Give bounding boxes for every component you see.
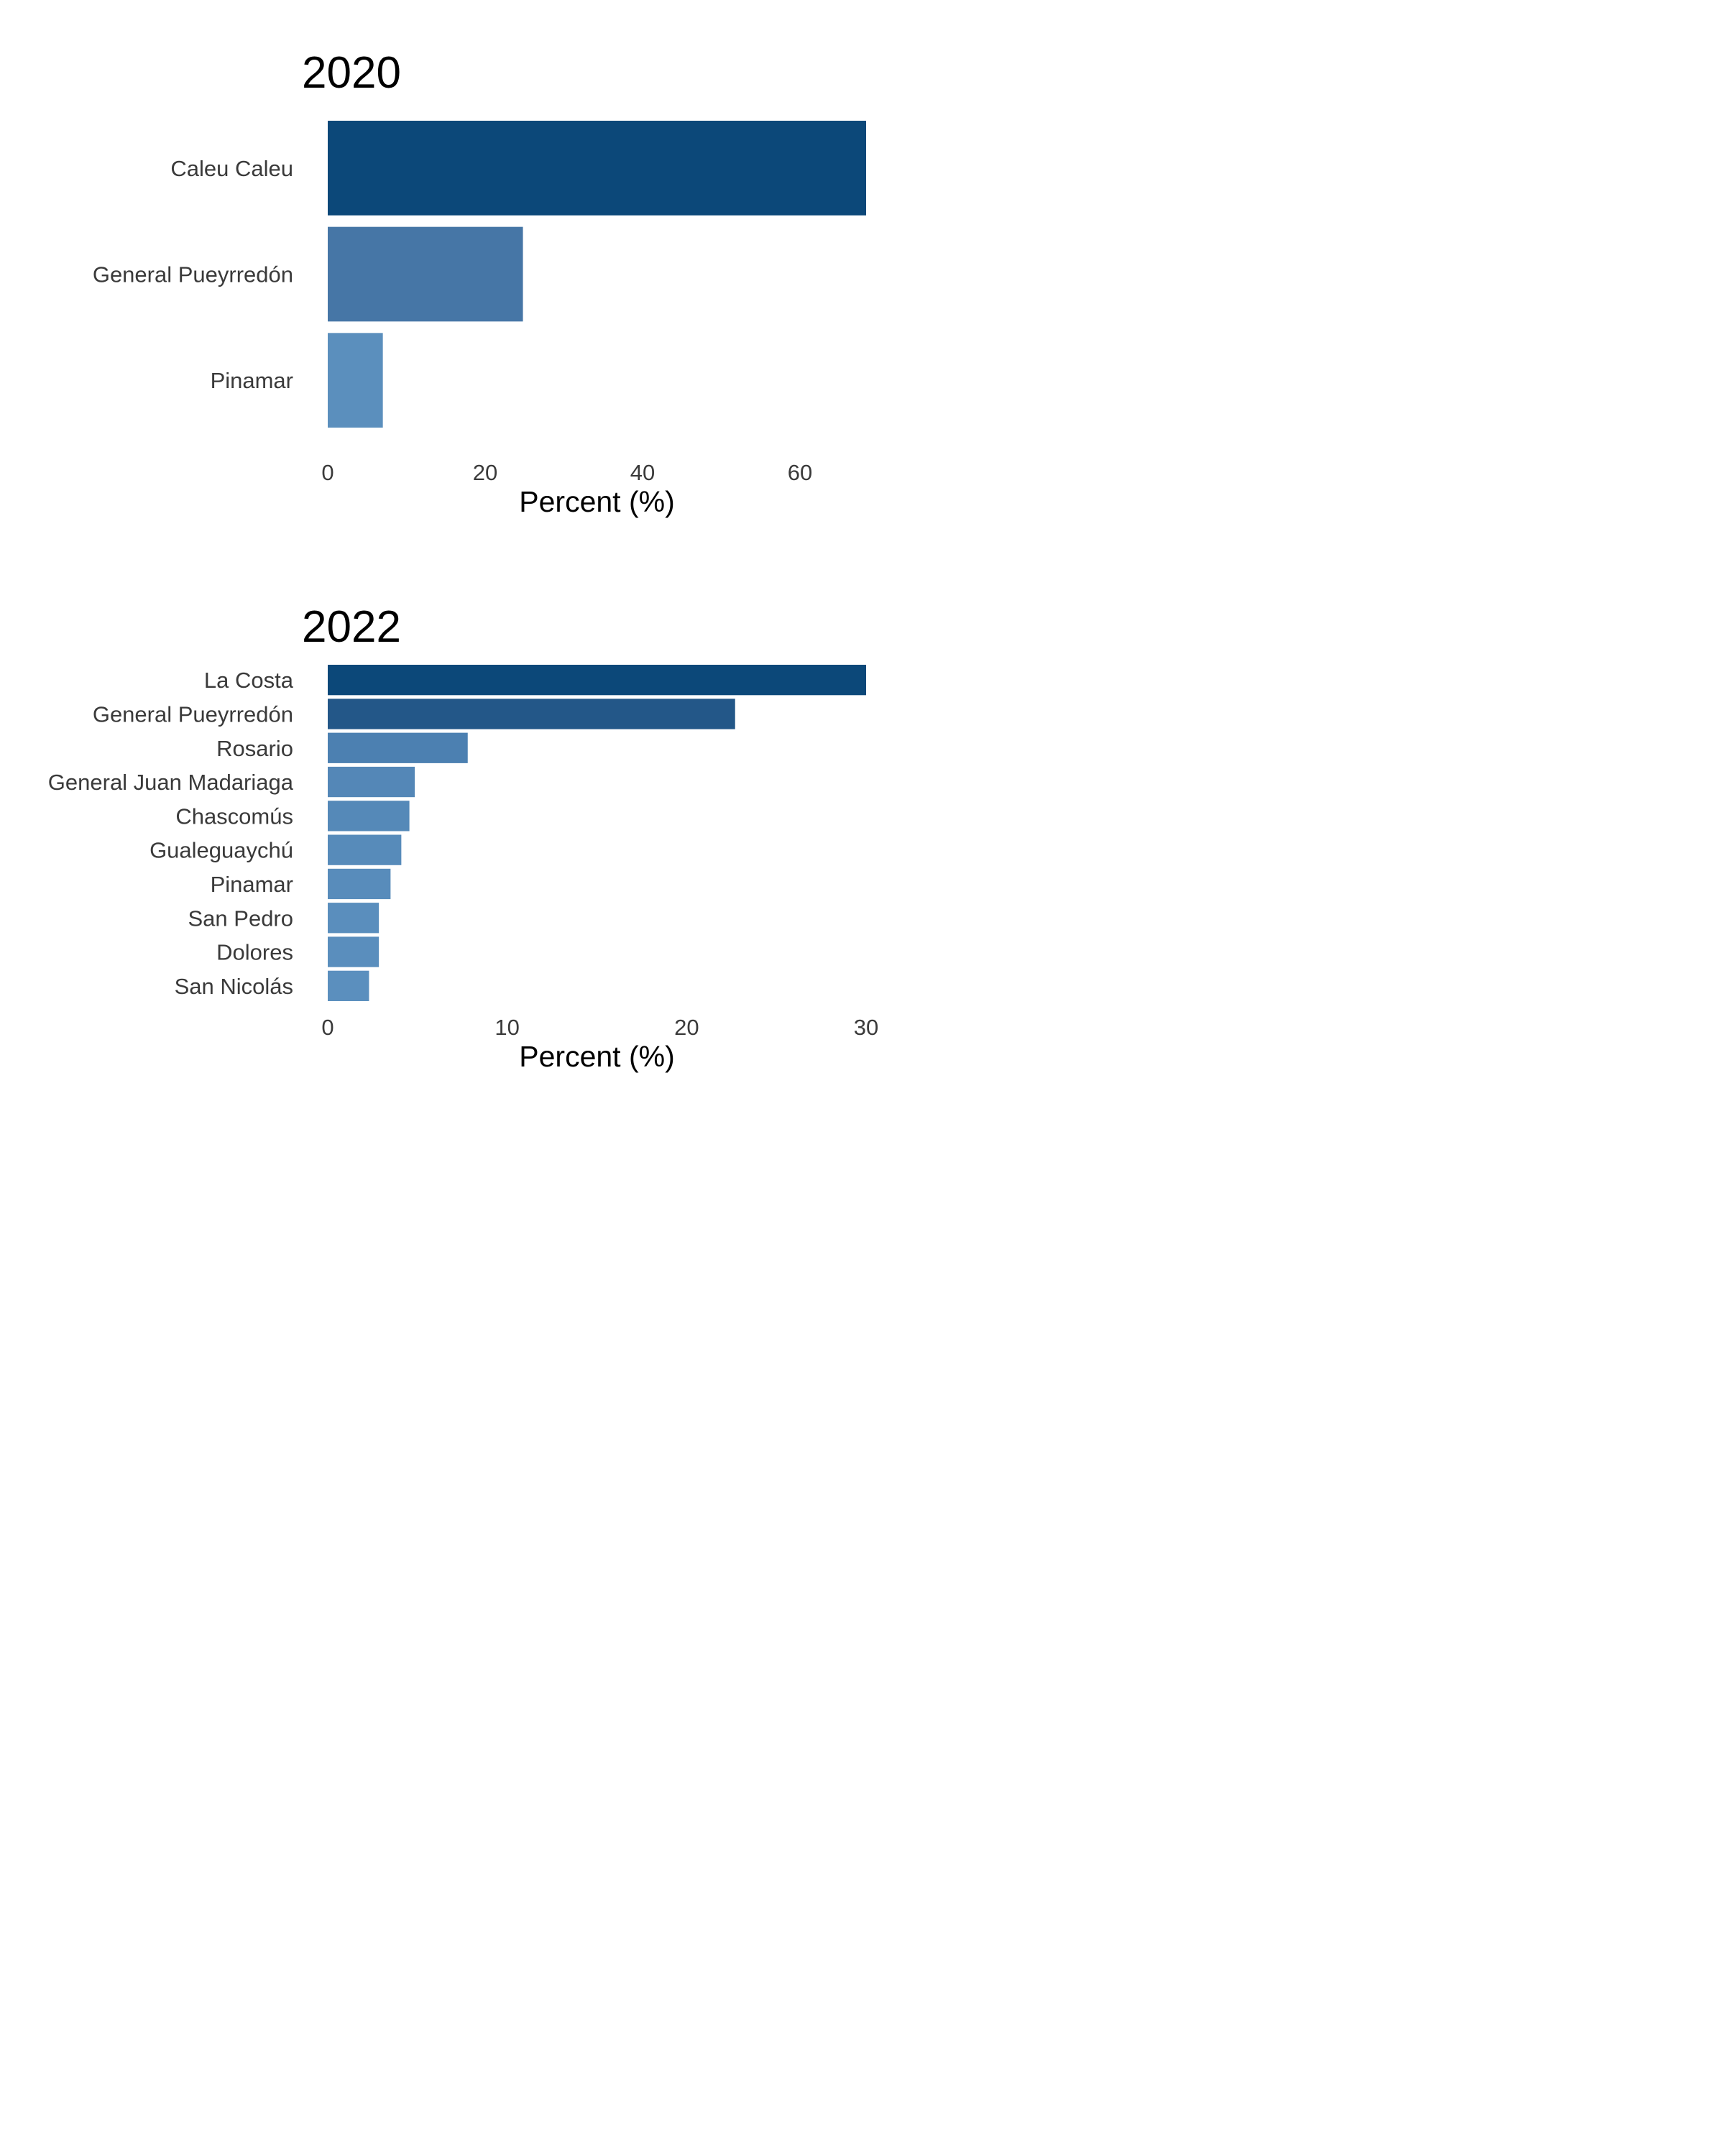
category-label: San Pedro (188, 906, 294, 931)
bar (328, 766, 415, 798)
x-tick-label: 0 (321, 1015, 334, 1040)
category-label: General Pueyrredón (93, 701, 293, 727)
x-tick-label: 60 (788, 460, 812, 485)
bar (328, 801, 410, 831)
bar (328, 936, 380, 967)
bar (328, 226, 523, 322)
bar (328, 333, 383, 428)
chart-2022: 2022 La Costa General Pueyrredón Rosario Gen… (48, 602, 878, 1073)
category-label: Gualeguaychú (150, 838, 293, 863)
chart-title: 2022 (302, 602, 401, 652)
x-tick-label: 20 (473, 460, 497, 485)
category-label: Pinamar (211, 872, 293, 897)
bar (328, 970, 369, 1001)
x-tick-label: 20 (674, 1015, 699, 1040)
x-tick-label: 10 (494, 1015, 519, 1040)
bar (328, 121, 866, 216)
category-label: General Pueyrredón (93, 262, 293, 287)
category-label: Chascomús (175, 803, 293, 829)
category-label: General Juan Madariaga (48, 770, 294, 795)
category-label: Caleu Caleu (170, 156, 293, 181)
bar (328, 903, 380, 934)
category-label: Dolores (216, 940, 293, 965)
x-axis-label: Percent (%) (519, 485, 674, 518)
bar (328, 732, 468, 763)
category-label: Rosario (216, 736, 293, 761)
bar (328, 699, 735, 729)
bar (328, 834, 402, 865)
bar (328, 665, 866, 696)
bar (328, 868, 391, 900)
x-tick-label: 0 (321, 460, 334, 485)
chart-title: 2020 (302, 48, 401, 98)
x-tick-label: 40 (630, 460, 655, 485)
x-tick-label: 30 (854, 1015, 878, 1040)
x-axis-label: Percent (%) (519, 1040, 674, 1073)
category-label: La Costa (204, 668, 294, 693)
category-label: Pinamar (211, 368, 293, 393)
category-label: San Nicolás (175, 974, 293, 999)
chart-2020: 2020 Caleu Caleu General Pueyrredón Pinamar… (93, 48, 866, 518)
